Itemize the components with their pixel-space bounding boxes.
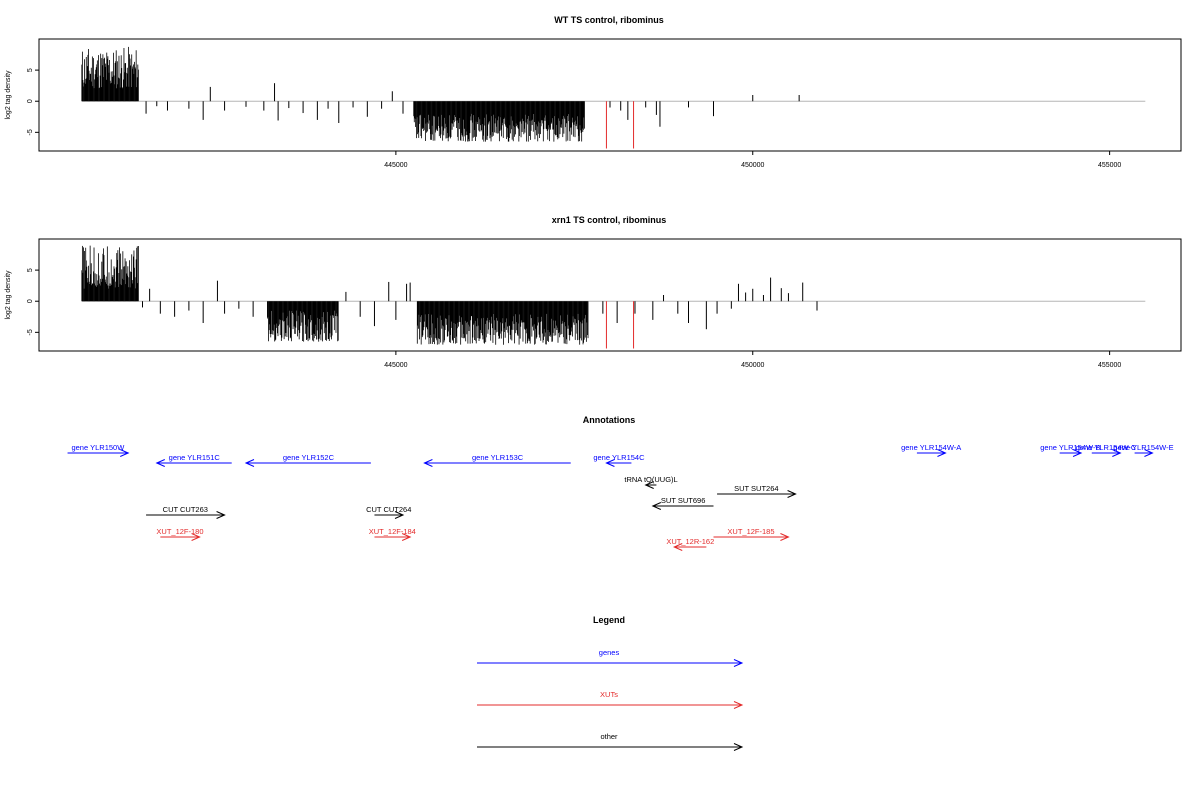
annotations-title: Annotations bbox=[583, 415, 636, 425]
annotation-feature: tRNA tQ(UUG)L bbox=[624, 475, 678, 489]
feature-arrowhead bbox=[605, 459, 615, 467]
annotation-feature: gene YLR154W-B bbox=[1040, 443, 1100, 457]
annotation-label: CUT CUT263 bbox=[163, 505, 208, 514]
annotation-feature: gene YLR154W-C bbox=[1076, 443, 1137, 457]
annotation-label: gene YLR152C bbox=[283, 453, 335, 462]
y-tick-label: 0 bbox=[27, 299, 34, 303]
legend-item: XUTs bbox=[477, 690, 744, 709]
bars-group bbox=[81, 46, 800, 149]
annotation-label: gene YLR150W bbox=[71, 443, 125, 452]
legend-items: genes XUTs other bbox=[477, 648, 744, 751]
feature-arrowhead bbox=[155, 459, 165, 467]
panel-xrn1: xrn1 TS control, ribominus -5 0 5 445000 45… bbox=[5, 215, 1182, 369]
feature-arrowhead bbox=[423, 459, 433, 467]
y-axis: -5 0 5 bbox=[27, 68, 39, 135]
annotation-feature: gene YLR154C bbox=[593, 453, 645, 467]
annotation-feature: gene YLR153C bbox=[423, 453, 571, 467]
annotation-feature: SUT SUT264 bbox=[717, 484, 797, 498]
annotation-feature: XUT_12R-162 bbox=[666, 537, 714, 551]
panel-wt: WT TS control, ribominus -5 0 5 445000 4500… bbox=[5, 15, 1182, 169]
annotation-label: gene YLR151C bbox=[169, 453, 221, 462]
feature-arrowhead bbox=[191, 533, 201, 541]
feature-arrowhead bbox=[733, 743, 744, 751]
annotation-label: XUT_12R-162 bbox=[666, 537, 714, 546]
legend-label: XUTs bbox=[600, 690, 618, 699]
feature-arrowhead bbox=[244, 459, 255, 467]
feature-arrowhead bbox=[651, 502, 662, 510]
feature-arrowhead bbox=[733, 701, 744, 709]
x-axis: 445000 450000 455000 bbox=[384, 151, 1121, 169]
feature-arrowhead bbox=[644, 481, 654, 489]
feature-arrowhead bbox=[672, 543, 683, 551]
annotation-label: gene YLR154W-C bbox=[1076, 443, 1137, 452]
feature-arrowhead bbox=[216, 511, 226, 519]
annotation-feature: XUT_12F-180 bbox=[156, 527, 204, 541]
feature-arrowhead bbox=[937, 449, 947, 457]
legend-title: Legend bbox=[593, 615, 625, 625]
feature-arrowhead bbox=[733, 659, 744, 667]
annotation-feature: CUT CUT264 bbox=[366, 505, 411, 519]
annotation-label: XUT_12F-185 bbox=[727, 527, 774, 536]
x-tick-label: 455000 bbox=[1098, 362, 1121, 369]
x-tick-label: 455000 bbox=[1098, 162, 1121, 169]
y-axis-label: log2 tag density bbox=[5, 70, 12, 120]
feature-arrowhead bbox=[120, 449, 130, 457]
annotation-label: SUT SUT696 bbox=[661, 496, 705, 505]
annotation-feature: CUT CUT263 bbox=[146, 505, 226, 519]
y-tick-label: -5 bbox=[27, 129, 34, 135]
feature-arrowhead bbox=[1072, 449, 1083, 457]
annotation-feature: XUT_12F-185 bbox=[713, 527, 790, 541]
feature-arrowhead bbox=[1112, 449, 1122, 457]
legend-label: other bbox=[600, 732, 618, 741]
y-tick-label: -5 bbox=[27, 329, 34, 335]
annotation-items: gene YLR150W gene YLR151C gene YLR152C gene… bbox=[67, 443, 1174, 551]
y-tick-label: 0 bbox=[27, 99, 34, 103]
x-tick-label: 450000 bbox=[741, 362, 764, 369]
feature-arrowhead bbox=[401, 533, 412, 541]
feature-arrowhead bbox=[787, 490, 797, 498]
annotation-label: gene YLR154C bbox=[593, 453, 645, 462]
annotation-label: tRNA tQ(UUG)L bbox=[624, 475, 677, 484]
legend-label: genes bbox=[599, 648, 620, 657]
x-tick-label: 445000 bbox=[384, 362, 407, 369]
annotation-feature: gene YLR152C bbox=[244, 453, 371, 467]
annotation-feature: gene YLR154W-E bbox=[1113, 443, 1174, 457]
legend-item: genes bbox=[477, 648, 744, 667]
feature-arrowhead bbox=[1144, 449, 1154, 457]
annotation-feature: gene YLR151C bbox=[155, 453, 232, 467]
feature-arrowhead bbox=[394, 511, 405, 519]
annotation-label: XUT_12F-184 bbox=[369, 527, 416, 536]
x-tick-label: 450000 bbox=[741, 162, 764, 169]
feature-arrowhead bbox=[780, 533, 790, 541]
x-axis: 445000 450000 455000 bbox=[384, 351, 1121, 369]
annotation-label: gene YLR154W-B bbox=[1040, 443, 1100, 452]
annotation-feature: gene YLR150W bbox=[67, 443, 130, 457]
annotation-feature: SUT SUT696 bbox=[651, 496, 714, 510]
plot-frame bbox=[38, 238, 1182, 352]
y-axis: -5 0 5 bbox=[27, 268, 39, 335]
bars-group bbox=[81, 245, 818, 349]
legend-item: other bbox=[477, 732, 744, 751]
annotation-label: gene YLR154W-E bbox=[1113, 443, 1173, 452]
annotation-label: XUT_12F-180 bbox=[156, 527, 203, 536]
annotation-label: gene YLR154W-A bbox=[901, 443, 961, 452]
annotation-feature: gene YLR154W-A bbox=[901, 443, 961, 457]
y-tick-label: 5 bbox=[27, 68, 34, 72]
panel-title: xrn1 TS control, ribominus bbox=[552, 215, 667, 225]
legend: Legend genes XUTs other bbox=[477, 615, 744, 751]
annotation-label: SUT SUT264 bbox=[734, 484, 778, 493]
annotation-label: CUT CUT264 bbox=[366, 505, 411, 514]
y-axis-label: log2 tag density bbox=[5, 270, 12, 320]
plot-frame bbox=[38, 38, 1182, 152]
annotation-feature: XUT_12F-184 bbox=[369, 527, 416, 541]
x-tick-label: 445000 bbox=[384, 162, 407, 169]
annotation-label: gene YLR153C bbox=[472, 453, 524, 462]
y-tick-label: 5 bbox=[27, 268, 34, 272]
panel-title: WT TS control, ribominus bbox=[554, 15, 664, 25]
